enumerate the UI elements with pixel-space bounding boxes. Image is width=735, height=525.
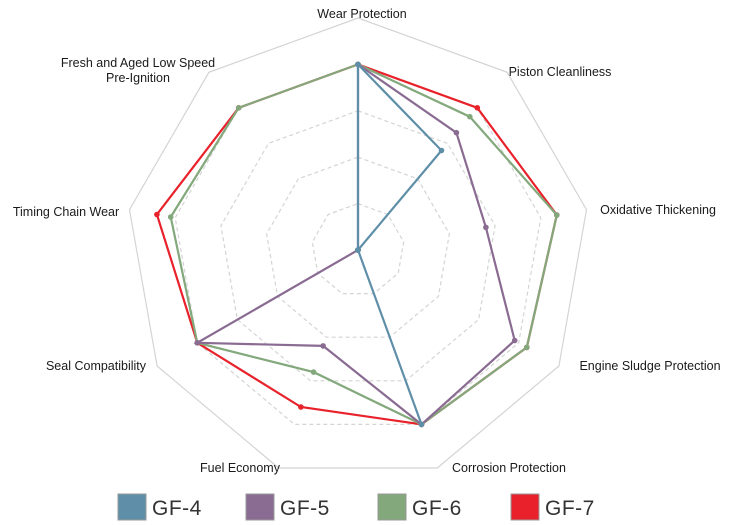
legend: GF-4 GF-5 GF-6 GF-7	[117, 493, 595, 521]
data-point-gf-6	[167, 214, 174, 220]
axis-label: Fresh and Aged Low Speed Pre-Ignition	[61, 56, 215, 85]
data-point-gf-6	[467, 113, 473, 120]
axis-labels: Wear Protection Piston Cleanliness Oxidati…	[13, 7, 721, 475]
legend-label: GF-4	[152, 497, 202, 520]
data-point-gf-5	[320, 343, 326, 349]
data-point-gf-6	[524, 344, 530, 351]
data-point-gf-4	[418, 421, 425, 428]
grid-ring	[174, 63, 542, 425]
grid-ring	[128, 17, 588, 469]
legend-label: GF-5	[280, 497, 330, 520]
axis-label: Piston Cleanliness	[509, 65, 612, 79]
axis-label-line: Piston Cleanliness	[509, 65, 612, 79]
legend-swatch	[245, 493, 275, 521]
axis-label-line: Fresh and Aged Low Speed	[61, 56, 215, 70]
axis-label: Fuel Economy	[200, 461, 281, 475]
series-gf-4	[355, 61, 445, 428]
series-line-gf-6	[169, 63, 558, 426]
data-point-gf-5	[511, 337, 518, 344]
data-point-gf-7	[154, 211, 160, 218]
axis-label-line: Seal Compatibility	[46, 359, 147, 373]
axis-label-line: Fuel Economy	[200, 461, 281, 475]
radar-grid	[128, 17, 588, 469]
data-point-gf-4	[355, 61, 361, 68]
series-layer	[154, 61, 560, 428]
data-point-gf-5	[194, 340, 201, 346]
axis-label-line: Pre-Ignition	[106, 71, 170, 85]
data-point-gf-7	[474, 105, 481, 111]
data-point-gf-6	[554, 212, 560, 218]
data-point-gf-4	[355, 247, 361, 253]
axis-label-line: Oxidative Thickening	[600, 203, 716, 217]
data-point-gf-6	[310, 369, 317, 375]
grid-ring	[220, 110, 496, 382]
legend-label: GF-7	[545, 497, 595, 520]
series-line-gf-7	[155, 63, 558, 426]
data-point-gf-7	[298, 404, 304, 410]
legend-swatch	[377, 493, 407, 521]
axis-label: Corrosion Protection	[452, 461, 566, 475]
axis-label-line: Timing Chain Wear	[13, 205, 119, 219]
series-line-gf-4	[356, 61, 443, 425]
legend-swatch	[117, 493, 147, 521]
grid-ring	[311, 202, 405, 295]
data-point-gf-6	[235, 105, 242, 111]
axis-label-line: Wear Protection	[317, 7, 406, 21]
data-point-gf-5	[453, 129, 460, 136]
axis-label-line: Engine Sludge Protection	[579, 359, 720, 373]
data-point-gf-5	[483, 224, 489, 231]
series-line-gf-5	[193, 62, 516, 426]
grid-ring	[265, 156, 451, 338]
data-point-gf-4	[438, 147, 445, 154]
axis-label: Timing Chain Wear	[13, 205, 119, 219]
axis-label: Seal Compatibility	[46, 359, 147, 373]
axis-label: Oxidative Thickening	[600, 203, 716, 217]
legend-swatch	[510, 493, 540, 521]
axis-label: Engine Sludge Protection	[579, 359, 720, 373]
axis-label: Wear Protection	[317, 7, 406, 21]
axis-label-line: Corrosion Protection	[452, 461, 566, 475]
legend-label: GF-6	[412, 497, 462, 520]
